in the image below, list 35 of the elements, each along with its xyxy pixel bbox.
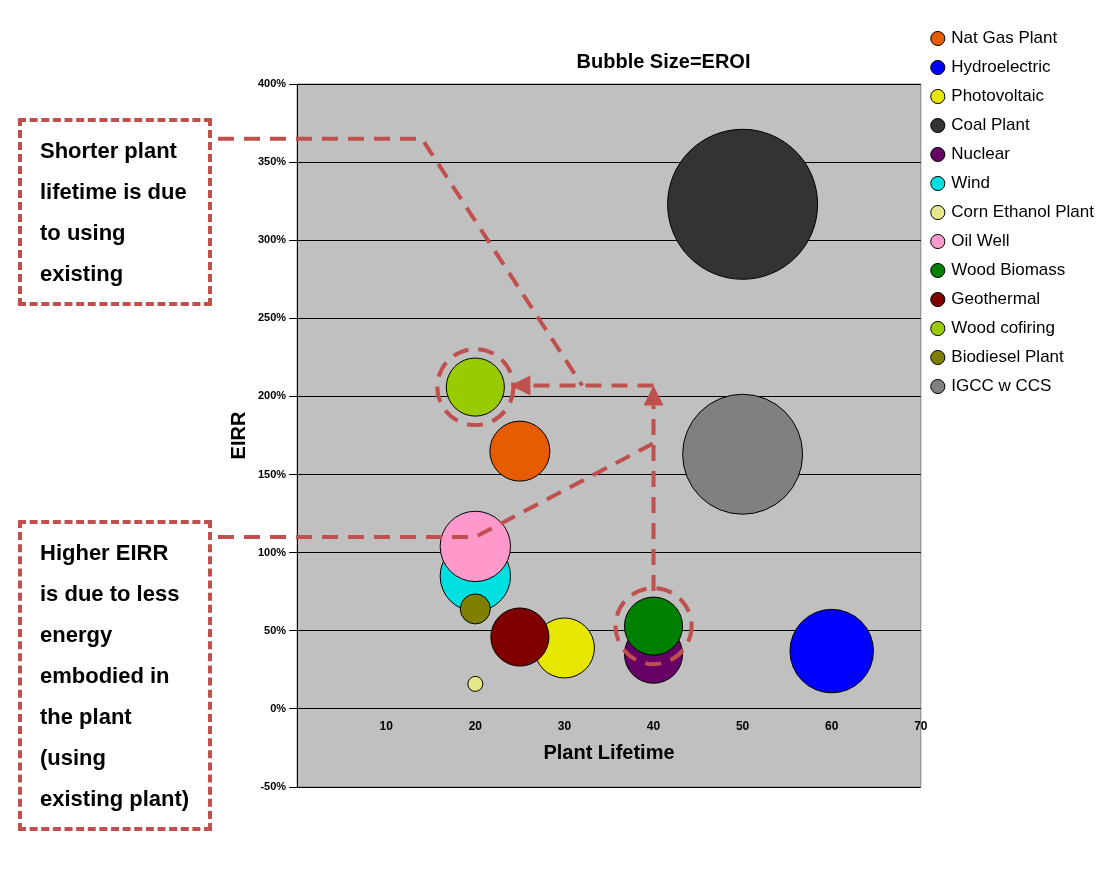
x-tick-label: 40: [646, 719, 661, 734]
y-tick-label: -50%: [260, 780, 287, 793]
y-tick-label: 0%: [270, 701, 287, 714]
legend-label: Wood Biomass: [951, 260, 1066, 280]
legend-label: Corn Ethanol Plant: [951, 202, 1095, 222]
chart-title: Bubble Size=EROI: [576, 49, 751, 72]
y-axis-title: EIRR: [226, 411, 249, 460]
x-tick-label: 60: [825, 719, 839, 734]
legend-label: Geothermal: [951, 289, 1041, 309]
legend-label: Oil Well: [951, 231, 1010, 251]
text: Shorter plant lifetime is due to using existing: [18, 118, 212, 306]
x-tick-label: 30: [557, 719, 572, 734]
legend-label: IGCC w CCS: [951, 376, 1052, 396]
text: Higher EIRR is due to less energy embodied in the plant (using existing plant): [18, 520, 212, 831]
legend-label: Coal Plant: [951, 115, 1031, 135]
legend-label: Wind: [951, 173, 991, 193]
legend-label: Hydroelectric: [951, 57, 1051, 77]
y-tick-label: 100%: [257, 545, 287, 558]
x-tick-label: 50: [735, 719, 750, 734]
y-tick-label: 200%: [257, 389, 287, 402]
legend-label: Nuclear: [951, 144, 1011, 164]
y-tick-label: 400%: [257, 77, 287, 90]
y-tick-label: 250%: [257, 311, 287, 324]
x-tick-label: 20: [468, 719, 483, 734]
y-tick-label: 150%: [257, 467, 287, 480]
x-tick-label: 70: [914, 719, 928, 734]
x-axis-title: Plant Lifetime: [543, 740, 675, 763]
legend-label: Nat Gas Plant: [951, 28, 1058, 48]
y-tick-label: 350%: [257, 155, 287, 168]
y-tick-label: 50%: [264, 623, 287, 636]
y-tick-label: 300%: [257, 233, 287, 246]
x-tick-label: 10: [379, 719, 394, 734]
legend-label: Biodiesel Plant: [951, 347, 1065, 367]
legend-label: Photovoltaic: [951, 86, 1045, 106]
legend-label: Wood cofiring: [951, 318, 1055, 338]
